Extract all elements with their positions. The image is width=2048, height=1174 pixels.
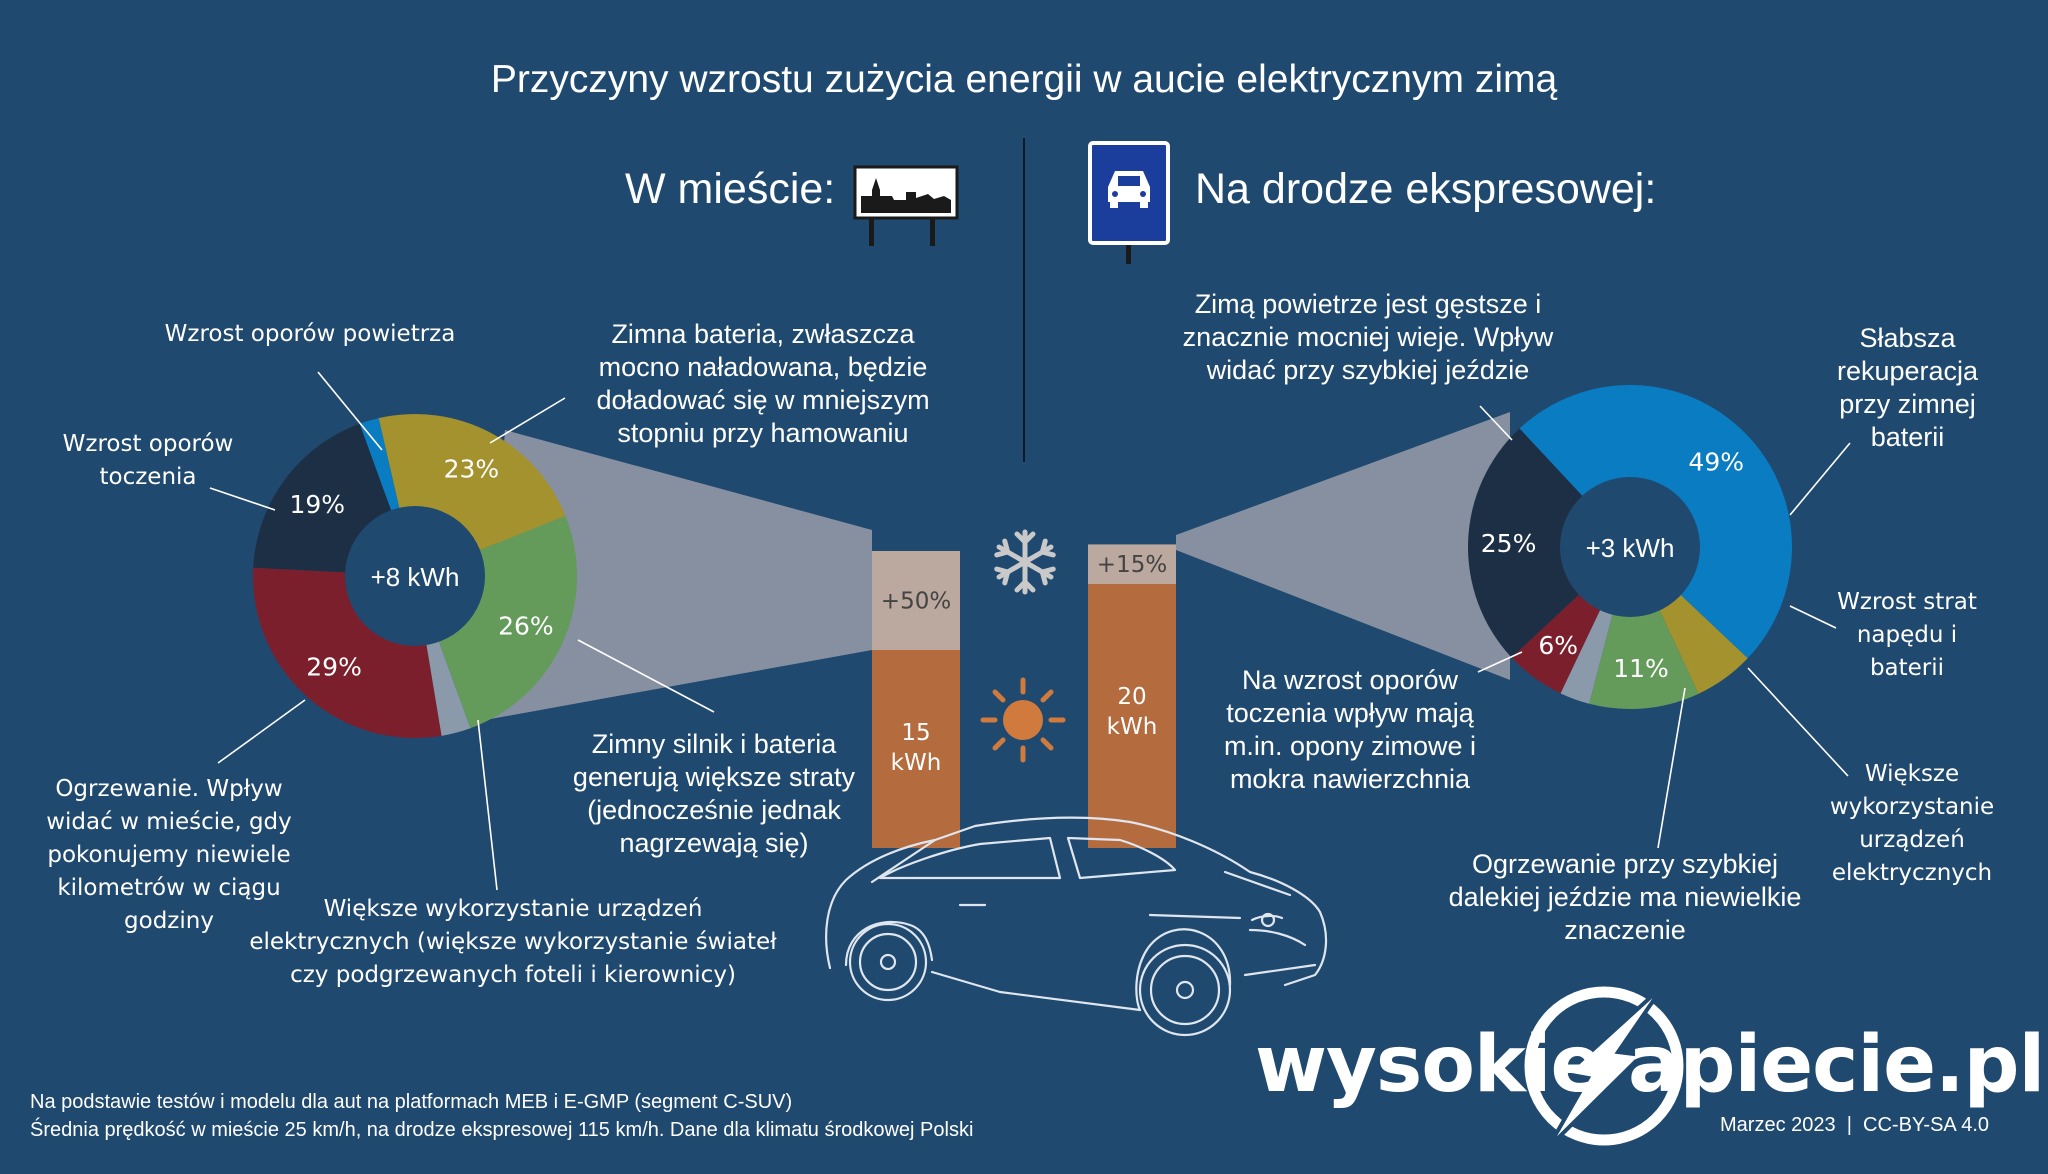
highway-donut-slice-drivetrain bbox=[1589, 547, 1699, 709]
city-donut-label-battery: 23% bbox=[444, 454, 500, 483]
footer-note-line2: Średnia prędkość w mieście 25 km/h, na d… bbox=[30, 1119, 974, 1141]
highway-funnel bbox=[1176, 412, 1510, 680]
city-limit-sign-icon bbox=[853, 165, 959, 246]
highway-donut-label-heating: 6% bbox=[1538, 631, 1578, 660]
energy-bars: +50% 15 kWh +15% 20 kWh bbox=[872, 544, 1176, 848]
highway-header: Na drodze ekspresowej: bbox=[1195, 165, 1657, 213]
leader-lines bbox=[209, 371, 1851, 891]
highway-heating-label: Ogrzewanie przy szybkiej dalekiej jeździ… bbox=[1448, 849, 1802, 945]
city-drivetrain-label: Zimny silnik i bateria generują większe … bbox=[572, 729, 856, 858]
bar-increase-0 bbox=[872, 551, 960, 650]
bar-increase-1 bbox=[1088, 544, 1176, 584]
highway-donut-label-drivetrain: 11% bbox=[1613, 654, 1669, 683]
snowflake-icon bbox=[994, 529, 1056, 595]
city-donut-hole bbox=[345, 506, 485, 646]
bar-increase-label-1: +15% bbox=[1097, 552, 1167, 578]
city-donut-center-label: +8 kWh bbox=[371, 562, 460, 592]
city-funnel bbox=[485, 430, 872, 720]
highway-regen-label: Słabsza rekuperacja przy zimnej baterii bbox=[1836, 323, 1979, 452]
footer-note-line1: Na podstawie testów i modelu dla aut na … bbox=[30, 1091, 793, 1113]
city-air-label: Wzrost oporów powietrza bbox=[164, 321, 456, 347]
city-heating-label: Ogrzewanie. Wpływ widać w mieście, gdy p… bbox=[46, 776, 292, 934]
brand-text-left: wysokie bbox=[1255, 1020, 1603, 1110]
highway-electrical-label: Większe wykorzystanie urządzeń elektrycz… bbox=[1829, 761, 1995, 886]
bar-base-label-1: 20 kWh bbox=[1107, 684, 1158, 740]
highway-air-label: Zimą powietrze jest gęstsze i znacznie m… bbox=[1182, 289, 1554, 385]
date-license: Marzec 2023 | CC-BY-SA 4.0 bbox=[1720, 1114, 1990, 1136]
city-donut-label-rolling: 19% bbox=[290, 490, 346, 519]
lightning-bolt-logo-icon bbox=[1524, 983, 1684, 1150]
page-title: Przyczyny wzrostu zużycia energii w auci… bbox=[490, 58, 1558, 101]
highway-donut-hole bbox=[1560, 477, 1700, 617]
bar-increase-label-0: +50% bbox=[881, 589, 951, 615]
highway-donut-label-rolling: 25% bbox=[1481, 529, 1537, 558]
highway-donut-slice-rolling bbox=[1468, 428, 1630, 658]
city-electrical-label: Większe wykorzystanie urządzeń elektrycz… bbox=[249, 896, 777, 988]
car-outline-icon bbox=[825, 816, 1328, 1037]
highway-rolling-label: Na wzrost oporów toczenia wpływ mają m.i… bbox=[1223, 665, 1477, 794]
bar-base-0 bbox=[872, 650, 960, 848]
highway-drivetrain-label: Wzrost strat napędu i baterii bbox=[1837, 589, 1977, 681]
highway-donut-center-label: +3 kWh bbox=[1586, 533, 1675, 563]
bar-base-1 bbox=[1088, 584, 1176, 848]
city-donut-label-heating: 29% bbox=[306, 653, 362, 682]
city-donut-label-drivetrain: 26% bbox=[498, 612, 554, 641]
expressway-sign-icon bbox=[1088, 141, 1170, 264]
highway-donut-label-air: 49% bbox=[1688, 447, 1744, 476]
city-header: W mieście: bbox=[625, 165, 836, 213]
city-rolling-label: Wzrost oporów toczenia bbox=[62, 431, 234, 490]
bar-base-label-0: 15 kWh bbox=[891, 720, 942, 776]
city-battery-label: Zimna bateria, zwłaszcza mocno naładowan… bbox=[596, 319, 930, 448]
sun-icon bbox=[980, 677, 1066, 763]
brand-text-right: apiecie.pl bbox=[1628, 1020, 2045, 1110]
